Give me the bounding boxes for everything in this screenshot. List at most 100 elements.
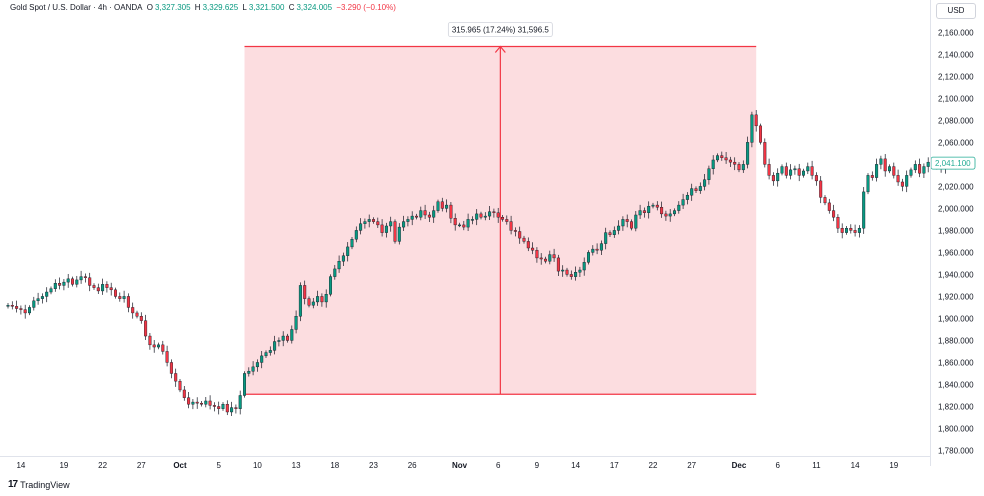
- candle: [677, 201, 681, 214]
- candle: [337, 255, 341, 273]
- candle-body: [264, 352, 268, 357]
- candle: [152, 340, 156, 353]
- candle-body: [492, 211, 496, 213]
- time-tick-label: 14: [16, 461, 25, 470]
- candle: [131, 302, 135, 319]
- candle: [642, 207, 646, 218]
- candle-body: [419, 210, 423, 218]
- time-tick-label: 27: [137, 461, 146, 470]
- candle: [247, 367, 251, 377]
- price-tick-label: 2,080.000: [938, 116, 974, 125]
- candle-body: [660, 207, 664, 215]
- candle: [204, 397, 208, 408]
- price-tick-label: 2,060.000: [938, 138, 974, 147]
- candle-body: [273, 341, 277, 351]
- candle-body: [724, 157, 728, 161]
- candle-body: [333, 268, 337, 277]
- candle: [638, 204, 642, 219]
- candle-body: [741, 164, 745, 171]
- candle-body: [10, 305, 14, 307]
- candle-body: [673, 210, 677, 215]
- candle: [161, 340, 165, 355]
- candle: [789, 164, 793, 180]
- current-price-text: 2,041.100: [935, 159, 971, 168]
- candle-body: [445, 204, 449, 209]
- time-axis[interactable]: [0, 456, 930, 477]
- candle: [427, 211, 431, 223]
- candle-body: [234, 407, 238, 409]
- candle-body: [780, 166, 784, 174]
- time-tick-label: Oct: [173, 461, 187, 470]
- candle-body: [578, 269, 582, 273]
- candle-body: [165, 351, 169, 363]
- candle-body: [587, 252, 591, 263]
- candle-body: [79, 276, 83, 281]
- symbol-legend: Gold Spot / U.S. Dollar · 4h · OANDA O 3,…: [10, 3, 398, 12]
- candle: [462, 220, 466, 231]
- price-tick-label: 1,780.000: [938, 446, 974, 455]
- candle: [754, 110, 758, 132]
- candle-body: [32, 300, 36, 308]
- candle: [49, 286, 53, 295]
- symbol-title[interactable]: Gold Spot / U.S. Dollar · 4h · OANDA: [10, 3, 143, 12]
- candle-body: [372, 219, 376, 222]
- candle: [544, 256, 548, 264]
- candle: [436, 199, 440, 213]
- candle-body: [187, 397, 191, 405]
- candle-body: [393, 221, 397, 242]
- candle-body: [62, 281, 66, 286]
- candle-body: [354, 230, 358, 240]
- candle-body: [440, 201, 444, 209]
- candle-body: [711, 159, 715, 169]
- candle-body: [565, 269, 569, 275]
- candle: [415, 213, 419, 220]
- candle: [346, 242, 350, 262]
- candle: [716, 153, 720, 163]
- candle: [389, 216, 393, 232]
- candle-body: [303, 285, 307, 299]
- footer-branding[interactable]: 17 TradingView: [8, 479, 70, 490]
- candle-body: [36, 298, 40, 302]
- candle-body: [462, 224, 466, 228]
- candle: [122, 290, 126, 303]
- candle: [329, 274, 333, 297]
- candle-body: [746, 142, 750, 165]
- candle-body: [88, 277, 92, 286]
- candle-body: [423, 210, 427, 216]
- candle: [445, 199, 449, 213]
- candle: [294, 310, 298, 334]
- candle: [118, 292, 122, 302]
- candle: [393, 219, 397, 244]
- tv-logo-icon: 17: [8, 479, 18, 490]
- candle-body: [251, 366, 255, 372]
- candle: [505, 215, 509, 225]
- candle: [36, 292, 40, 305]
- candle-body: [694, 188, 698, 191]
- candle-body: [569, 274, 573, 277]
- candle: [561, 265, 565, 277]
- candle-body: [397, 226, 401, 242]
- price-axis[interactable]: [930, 0, 984, 466]
- candle: [251, 361, 255, 376]
- candle-body: [789, 169, 793, 176]
- candle-body: [621, 219, 625, 227]
- candle: [587, 250, 591, 265]
- candle-body: [810, 166, 814, 176]
- candle-body: [574, 272, 578, 277]
- candle: [28, 305, 32, 316]
- currency-button[interactable]: USD: [936, 3, 976, 19]
- time-tick-label: Dec: [732, 461, 747, 470]
- candle-body: [122, 296, 126, 299]
- candle-body: [281, 335, 285, 341]
- candle: [208, 395, 212, 410]
- candle: [281, 331, 285, 347]
- candle: [599, 240, 603, 256]
- candle-body: [294, 316, 298, 330]
- candle-body: [892, 166, 896, 176]
- candle-body: [75, 279, 79, 285]
- candle-body: [66, 278, 70, 283]
- candle: [621, 216, 625, 231]
- candle-body: [217, 406, 221, 409]
- close-value: 3,324.005: [296, 3, 333, 12]
